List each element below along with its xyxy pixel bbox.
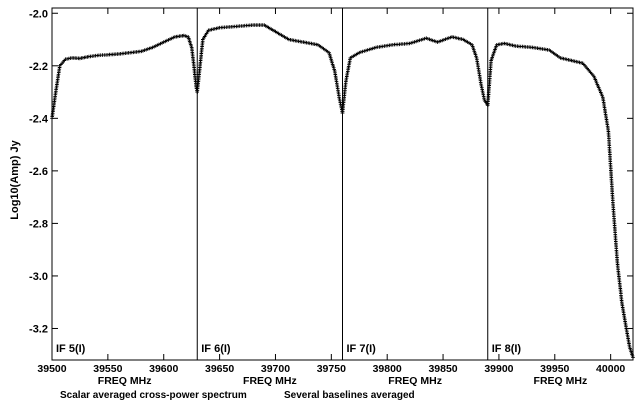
x-tick-label: 39750 bbox=[317, 363, 346, 375]
x-axis-label: FREQ MHz bbox=[534, 375, 588, 387]
series-trace bbox=[485, 41, 635, 360]
series-trace bbox=[195, 23, 345, 115]
panel-label: IF 6(I) bbox=[201, 343, 231, 355]
series-trace bbox=[50, 33, 199, 121]
y-axis-label: Log10(Amp) Jy bbox=[9, 139, 21, 219]
x-tick-label: 39900 bbox=[484, 363, 513, 375]
y-tick-label: -3.0 bbox=[29, 271, 48, 283]
x-tick-label: 39950 bbox=[540, 363, 569, 375]
y-tick-label: -2.4 bbox=[29, 113, 49, 125]
panel-label: IF 8(I) bbox=[492, 343, 522, 355]
x-tick-label: 39850 bbox=[428, 363, 457, 375]
x-axis-label: FREQ MHz bbox=[388, 375, 442, 387]
x-tick-label: 39700 bbox=[261, 363, 290, 375]
panel-label: IF 7(I) bbox=[347, 343, 377, 355]
panel-label: IF 5(I) bbox=[56, 343, 86, 355]
x-tick-label: 40000 bbox=[596, 363, 625, 375]
y-tick-label: -2.6 bbox=[29, 166, 48, 178]
x-axis-label: FREQ MHz bbox=[98, 375, 152, 387]
x-tick-label: 39550 bbox=[93, 363, 122, 375]
y-tick-label: -2.8 bbox=[29, 218, 48, 230]
y-tick-label: -3.2 bbox=[29, 323, 48, 335]
series-trace bbox=[340, 35, 490, 115]
x-axis-label: FREQ MHz bbox=[243, 375, 297, 387]
x-tick-label: 39800 bbox=[373, 363, 402, 375]
y-tick-label: -2.2 bbox=[29, 61, 48, 73]
x-tick-label: 39500 bbox=[37, 363, 66, 375]
y-tick-label: -2.0 bbox=[29, 8, 48, 20]
x-tick-label: 39650 bbox=[205, 363, 234, 375]
x-tick-label: 39600 bbox=[149, 363, 178, 375]
footer-left-caption: Scalar averaged cross-power spectrum bbox=[60, 390, 247, 401]
panel-4: 39900 39950 40000 FREQ MHz IF 8(I) bbox=[484, 8, 635, 387]
panel-2: 39650 39700 39750 FREQ MHz IF 6(I) bbox=[195, 8, 346, 387]
footer-right-caption: Several baselines averaged bbox=[284, 390, 415, 401]
